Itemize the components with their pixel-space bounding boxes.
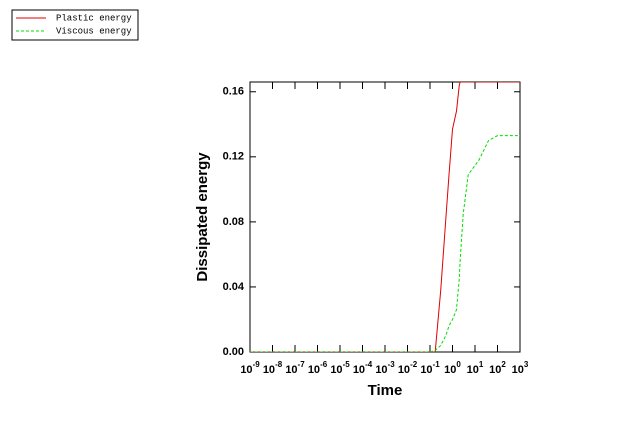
x-tick-label: 10-4 [353,360,373,376]
x-tick-label: 10-6 [308,360,328,376]
x-tick-label: 10-9 [240,360,260,376]
x-tick-label: 10-1 [420,360,440,376]
data-line [250,135,520,352]
y-tick-label: 0.04 [223,281,245,293]
y-tick-label: 0.16 [223,86,244,98]
y-tick-label: 0.12 [223,151,244,163]
legend-label: Plastic energy [56,13,132,23]
x-tick-label: 10-5 [330,360,350,376]
x-tick-label: 100 [444,360,461,376]
y-tick-label: 0.08 [223,216,244,228]
x-tick-label: 102 [489,360,506,376]
x-axis-title: Time [368,382,403,399]
plot-frame [249,81,521,353]
y-axis-title: Dissipated energy [194,152,211,282]
x-tick-label: 101 [467,360,484,376]
y-tick-label: 0.00 [223,346,244,358]
x-tick-label: 103 [512,360,529,376]
legend-box [11,9,139,41]
x-tick-label: 10-7 [285,360,305,376]
x-tick-label: 10-3 [375,360,395,376]
x-tick-label: 10-2 [398,360,418,376]
data-line [250,82,520,352]
legend-label: Viscous energy [56,26,132,36]
x-tick-label: 10-8 [263,360,283,376]
